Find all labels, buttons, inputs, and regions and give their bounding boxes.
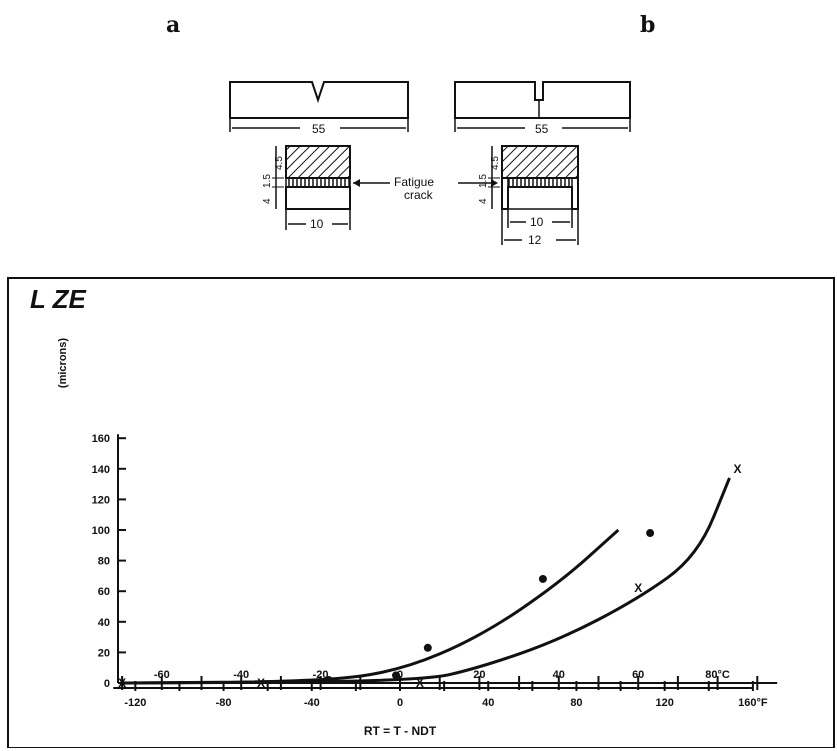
y-tick-label: 60: [98, 586, 110, 598]
specimen-a: 55 4.5 1.5 4 10: [229, 81, 409, 231]
dim-15-a: 1.5: [262, 174, 273, 188]
x-tick-label-c: 60: [632, 669, 644, 681]
y-tick-label: 120: [92, 494, 110, 506]
x-tick-label-f: 80: [570, 697, 582, 709]
data-point-dot: [423, 643, 432, 652]
dim-4-b: 4: [478, 198, 489, 204]
x-tick-label-f: -120: [124, 697, 146, 709]
y-tick-label: 160: [92, 433, 110, 445]
x-tick-label-c: 20: [473, 669, 485, 681]
data-point-x: X: [118, 676, 126, 690]
fatigue-crack-label: Fatigue crack: [353, 175, 498, 202]
width-b2: 12: [528, 233, 542, 247]
x-tick-label-f: 0: [397, 697, 403, 709]
chart: L ZE (microns) RT = T - NDT 0 20 40 60 80 100…: [7, 277, 835, 748]
data-point-x: X: [416, 676, 424, 690]
x-tick-label-c: -60: [154, 669, 170, 681]
specimen-diagram: 55 4.5 1.5 4 10 Fatigue crack 55: [229, 81, 631, 247]
label-b: b: [640, 12, 656, 38]
fit-curve-1: [122, 528, 620, 685]
data-point-x: X: [634, 581, 642, 595]
x-tick-label-c: 40: [553, 669, 565, 681]
x-tick-label-c: -40: [233, 669, 249, 681]
x-axis-label: RT = T - NDT: [364, 724, 437, 738]
dim-45-a: 4.5: [274, 156, 285, 170]
x-tick-label-f: 160°F: [738, 697, 768, 709]
width-b: 10: [530, 215, 544, 229]
dim-45-b: 4.5: [490, 156, 501, 170]
y-tick-label: 80: [98, 556, 110, 568]
chart-frame: [7, 277, 835, 748]
dim-4-a: 4: [262, 198, 273, 204]
data-point-dot: [324, 675, 333, 684]
dim-15-b: 1.5: [478, 174, 489, 188]
y-tick-label: 100: [92, 525, 110, 537]
data-point-dot: [646, 529, 655, 538]
fatigue-line2: crack: [404, 188, 434, 202]
x-tick-label-c: 80°C: [705, 669, 730, 681]
specimen-b: 55 4.5 1.5 4 10 12: [454, 81, 631, 247]
y-tick-label: 0: [104, 678, 110, 690]
length-a: 55: [312, 122, 326, 136]
label-a: a: [166, 12, 181, 38]
width-a: 10: [310, 217, 324, 231]
data-point-x: X: [733, 462, 741, 476]
fatigue-line1: Fatigue: [394, 175, 434, 189]
data-point-dot: [392, 671, 401, 680]
x-tick-label-f: 40: [482, 697, 494, 709]
x-tick-label-f: -40: [304, 697, 320, 709]
data-point-x: X: [257, 676, 265, 690]
y-tick-label: 140: [92, 464, 110, 476]
chart-title: L ZE: [30, 284, 87, 314]
length-b: 55: [535, 122, 549, 136]
x-tick-label-f: 120: [655, 697, 673, 709]
y-tick-label: 20: [98, 647, 110, 659]
data-point-dot: [538, 574, 547, 583]
x-tick-label-f: -80: [216, 697, 232, 709]
fit-curve-2: [122, 477, 731, 685]
y-axis-label: (microns): [57, 338, 69, 388]
y-tick-label: 40: [98, 617, 110, 629]
